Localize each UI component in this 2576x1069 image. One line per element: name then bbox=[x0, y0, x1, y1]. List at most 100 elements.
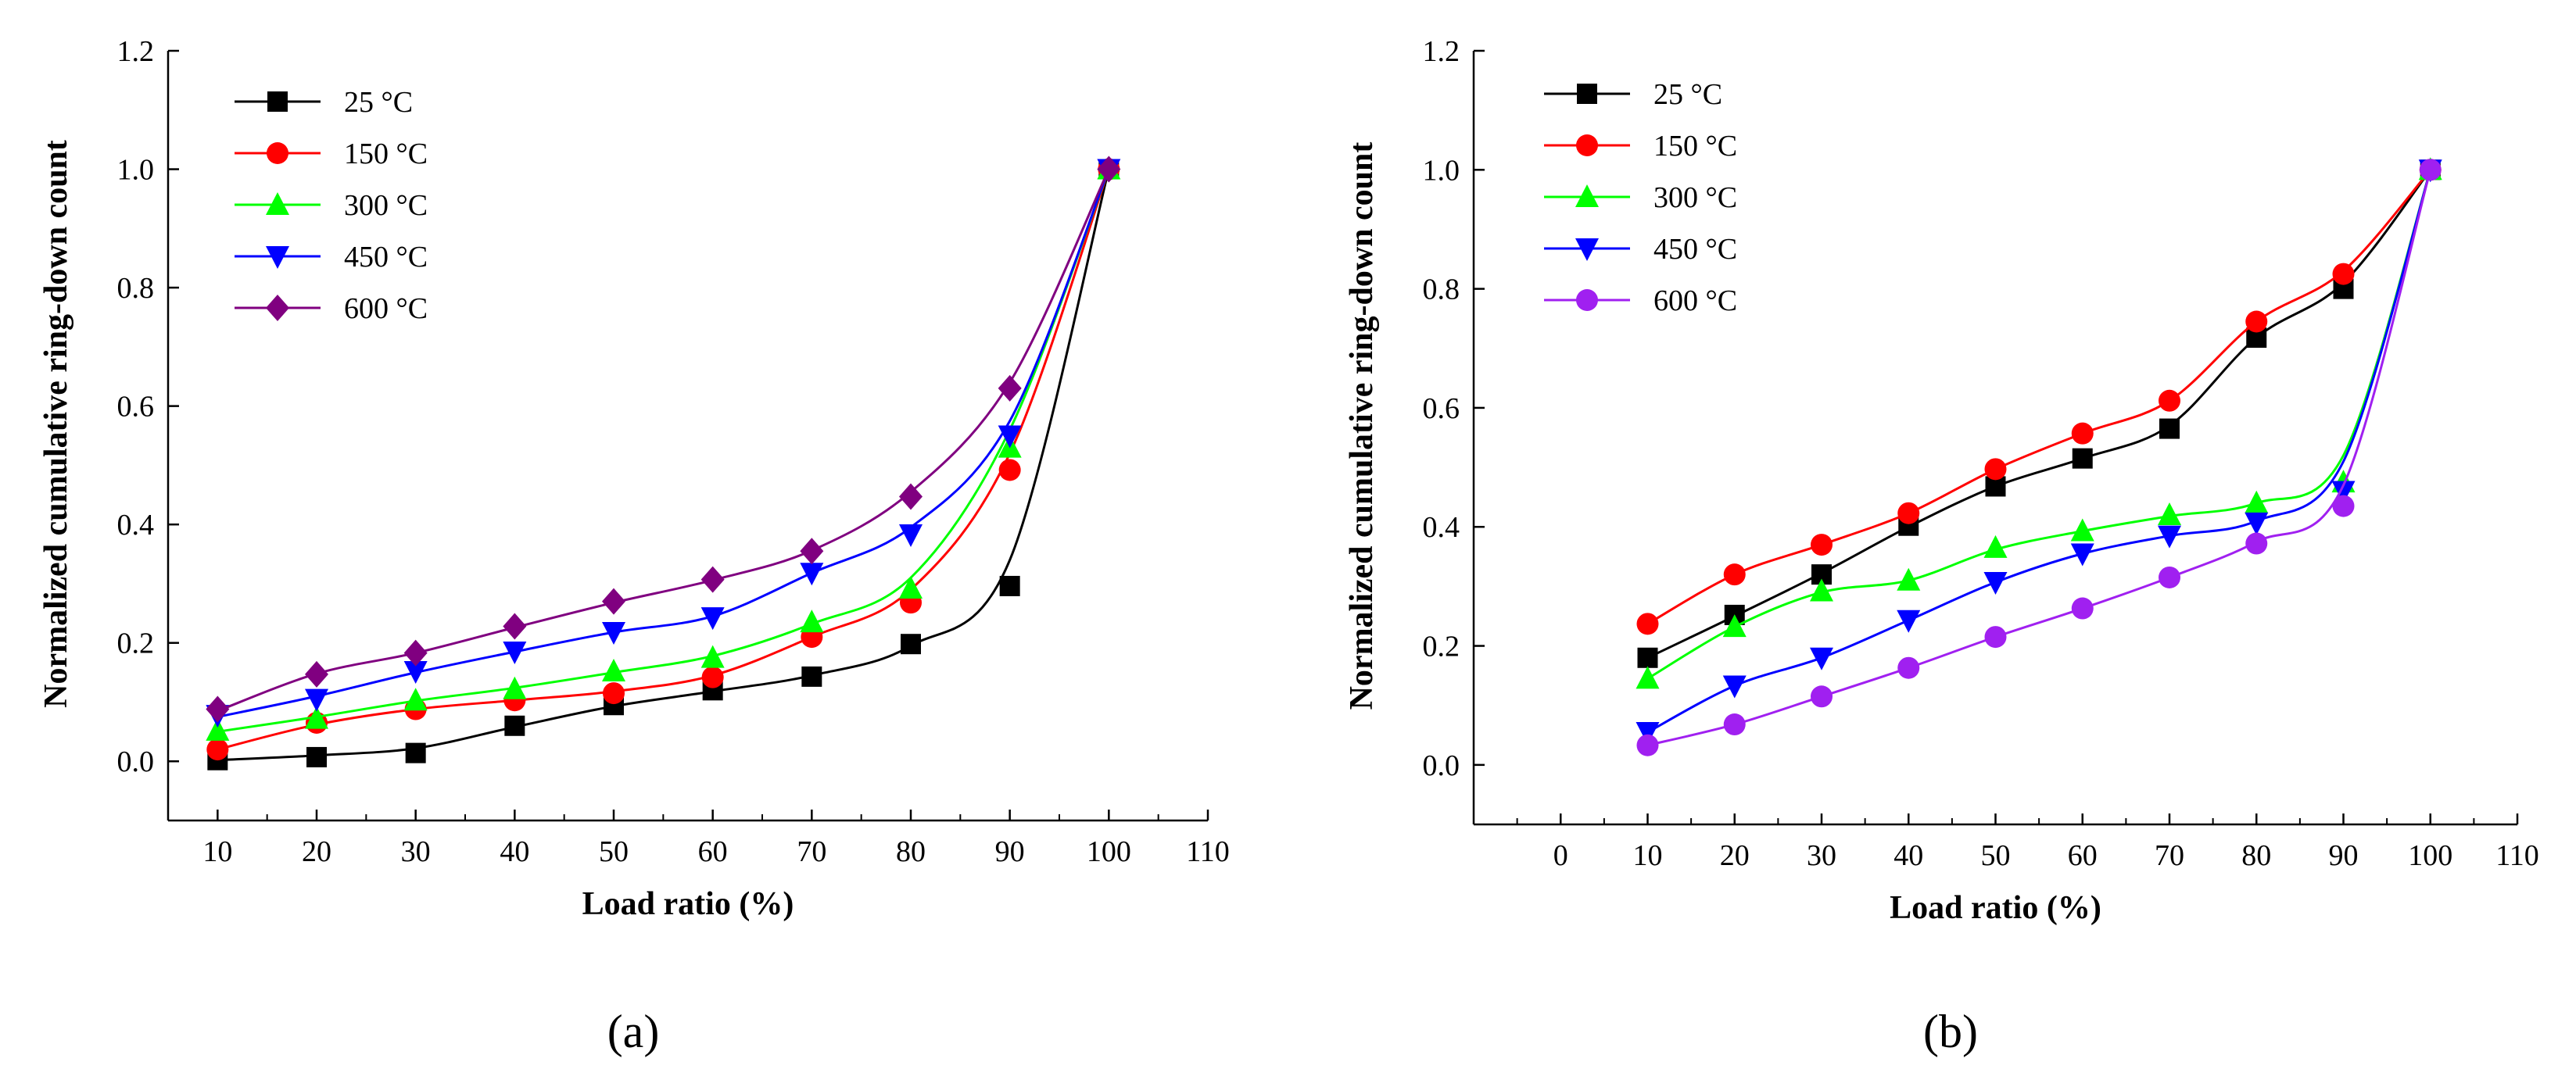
data-point-b-3 bbox=[2245, 512, 2269, 535]
series-a-3 bbox=[206, 159, 1121, 728]
x-tick-label-b: 80 bbox=[2241, 839, 2271, 872]
data-point-b-3 bbox=[1983, 572, 2008, 595]
x-tick-label-b: 30 bbox=[1807, 839, 1836, 872]
data-point-b-4 bbox=[2419, 159, 2442, 181]
y-axis-title-a: Normalized cumulative ring-down count bbox=[38, 140, 74, 708]
x-tick-label-a: 60 bbox=[698, 835, 728, 868]
series-b-4 bbox=[1636, 159, 2442, 756]
x-tick-label-a: 70 bbox=[797, 835, 826, 868]
data-point-a-3 bbox=[800, 563, 824, 586]
legend-label-a-3: 450 °C bbox=[344, 241, 428, 274]
series-line-b-3 bbox=[1646, 169, 2432, 734]
data-point-a-2 bbox=[899, 575, 923, 599]
series-b-0 bbox=[1637, 159, 2441, 668]
data-point-a-3 bbox=[503, 642, 527, 665]
x-tick-label-b: 60 bbox=[2068, 839, 2098, 872]
legend-a: 25 °C 150 °C 300 °C 450 °C 600 °C bbox=[235, 86, 428, 325]
x-tick-label-a: 100 bbox=[1087, 835, 1131, 868]
x-tick-label-b: 100 bbox=[2408, 839, 2452, 872]
legend-marker-a-0 bbox=[267, 91, 288, 112]
legend-marker-a-3 bbox=[266, 246, 289, 269]
data-point-a-2 bbox=[503, 676, 527, 699]
y-tick-label-a: 0.6 bbox=[117, 391, 155, 424]
series-b-2 bbox=[1636, 157, 2442, 689]
data-point-b-4 bbox=[2245, 532, 2268, 555]
data-point-a-2 bbox=[403, 688, 428, 711]
data-point-a-4 bbox=[602, 588, 625, 615]
x-tick-label-b: 20 bbox=[1720, 839, 1750, 872]
legend-marker-b-0 bbox=[1577, 84, 1597, 104]
data-point-b-2 bbox=[1810, 578, 1833, 602]
data-point-a-4 bbox=[305, 660, 328, 688]
series-b-1 bbox=[1636, 159, 2442, 635]
series-line-b-4 bbox=[1647, 169, 2432, 747]
x-tick-label-a: 40 bbox=[500, 835, 529, 868]
legend-label-b-3: 450 °C bbox=[1653, 233, 1737, 266]
data-point-b-3 bbox=[1810, 647, 1833, 670]
data-point-b-1 bbox=[2332, 263, 2355, 285]
y-tick-label-b: 0.2 bbox=[1423, 631, 1460, 663]
x-tick-label-a: 80 bbox=[896, 835, 926, 868]
legend-label-b-2: 300 °C bbox=[1653, 181, 1737, 214]
x-axis-title-a: Load ratio (%) bbox=[582, 886, 794, 922]
data-point-a-4 bbox=[899, 483, 923, 510]
panel-b-chart: 0.0 0.2 0.4 0.6 0.8 1.0 1.2 0 10 20 30 40 50 60 70 80 90… bbox=[1344, 35, 2539, 1057]
data-point-b-3 bbox=[2070, 543, 2094, 567]
data-point-b-3 bbox=[1722, 675, 1747, 699]
data-point-a-4 bbox=[403, 639, 428, 667]
data-point-b-2 bbox=[1636, 666, 1660, 689]
panel-label-b: (b) bbox=[1923, 1006, 1978, 1057]
series-line-a-4 bbox=[217, 168, 1110, 713]
y-tick-label-a: 0.2 bbox=[117, 627, 155, 660]
legend-marker-b-4 bbox=[1576, 289, 1598, 311]
data-point-b-2 bbox=[1722, 614, 1747, 638]
legend-marker-a-1 bbox=[267, 142, 288, 164]
x-tick-label-b: 90 bbox=[2329, 839, 2359, 872]
series-a-4 bbox=[206, 156, 1121, 723]
data-point-a-0 bbox=[306, 746, 327, 767]
y-tick-label-a: 0.4 bbox=[117, 509, 155, 542]
data-point-a-1 bbox=[998, 459, 1021, 481]
y-tick-label-b: 0.0 bbox=[1423, 749, 1460, 782]
x-tick-label-b: 50 bbox=[1981, 839, 2011, 872]
data-point-a-1 bbox=[603, 682, 625, 705]
data-point-b-3 bbox=[2158, 525, 2181, 549]
data-point-a-3 bbox=[403, 661, 428, 685]
data-point-a-2 bbox=[800, 610, 824, 633]
data-point-a-4 bbox=[503, 613, 527, 640]
data-point-a-0 bbox=[405, 742, 426, 763]
data-point-b-1 bbox=[1984, 458, 2007, 481]
legend-b: 25 °C 150 °C 300 °C 450 °C 600 °C bbox=[1544, 78, 1737, 317]
y-tick-label-a: 0.8 bbox=[117, 272, 155, 305]
data-point-b-2 bbox=[2158, 502, 2181, 525]
x-tick-label-a: 30 bbox=[401, 835, 431, 868]
data-point-a-2 bbox=[700, 645, 725, 668]
data-point-b-0 bbox=[2159, 418, 2180, 439]
y-tick-label-a: 1.0 bbox=[117, 154, 155, 187]
legend-label-b-1: 150 °C bbox=[1653, 130, 1737, 163]
data-point-a-0 bbox=[901, 634, 921, 655]
data-point-b-4 bbox=[2332, 495, 2355, 517]
panel-a-chart: 0.0 0.2 0.4 0.6 0.8 1.0 1.2 10 20 30 40 50 60 70 80 90 1… bbox=[38, 35, 1230, 1057]
legend-label-a-4: 600 °C bbox=[344, 292, 428, 325]
data-point-b-4 bbox=[2071, 597, 2094, 620]
y-axis-title-b: Normalized cumulative ring-down count bbox=[1344, 142, 1380, 710]
x-tick-label-a: 10 bbox=[202, 835, 232, 868]
data-point-b-1 bbox=[1636, 613, 1659, 635]
data-point-a-0 bbox=[999, 575, 1020, 596]
data-point-b-3 bbox=[2331, 481, 2356, 504]
legend-label-a-0: 25 °C bbox=[344, 86, 413, 119]
data-point-b-1 bbox=[2071, 422, 2094, 445]
data-point-b-2 bbox=[1983, 534, 2008, 558]
data-point-b-2 bbox=[2245, 490, 2269, 513]
data-point-b-2 bbox=[2070, 518, 2094, 542]
legend-label-a-2: 300 °C bbox=[344, 189, 428, 222]
x-tick-label-b: 70 bbox=[2155, 839, 2184, 872]
series-line-b-0 bbox=[1646, 169, 2431, 660]
legend-marker-b-2 bbox=[1575, 184, 1599, 207]
series-b-3 bbox=[1636, 159, 2442, 745]
data-point-a-2 bbox=[305, 706, 328, 729]
data-point-a-3 bbox=[602, 622, 625, 645]
data-point-b-4 bbox=[1984, 626, 2007, 649]
x-tick-label-b: 110 bbox=[2495, 839, 2539, 872]
